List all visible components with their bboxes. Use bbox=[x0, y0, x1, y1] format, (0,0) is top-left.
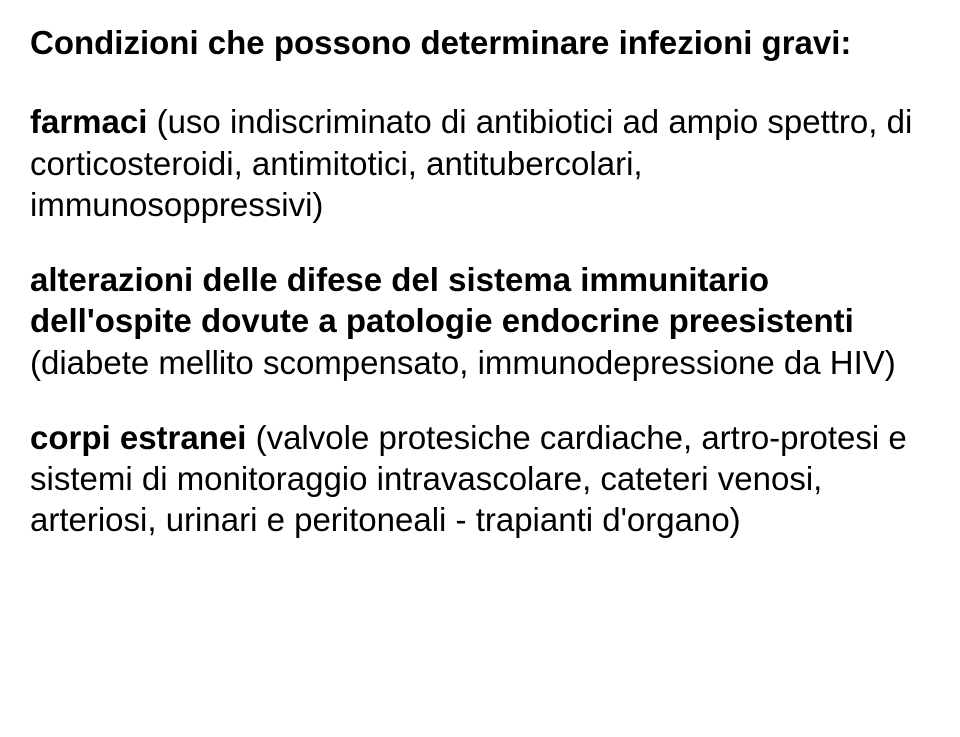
paragraph-farmaci: farmaci (uso indiscriminato di antibioti… bbox=[30, 101, 930, 225]
term-alterazioni: alterazioni delle difese del sistema imm… bbox=[30, 261, 854, 339]
term-corpi-estranei: corpi estranei bbox=[30, 419, 246, 456]
document-heading: Condizioni che possono determinare infez… bbox=[30, 22, 930, 63]
paragraph-alterazioni: alterazioni delle difese del sistema imm… bbox=[30, 259, 930, 383]
desc-farmaci: (uso indiscriminato di antibiotici ad am… bbox=[30, 103, 912, 223]
paragraph-corpi-estranei: corpi estranei (valvole protesiche cardi… bbox=[30, 417, 930, 541]
term-farmaci: farmaci bbox=[30, 103, 147, 140]
desc-alterazioni: (diabete mellito scompensato, immunodepr… bbox=[30, 344, 896, 381]
